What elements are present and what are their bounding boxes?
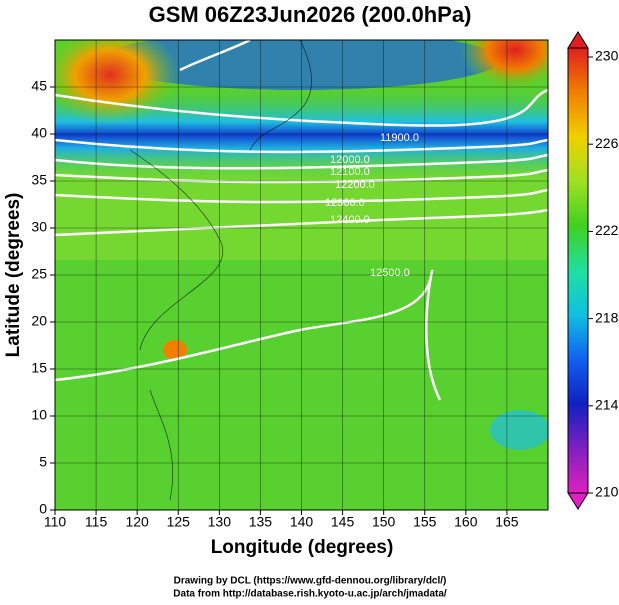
y-tick-label: 45: [31, 78, 47, 94]
contour-label: 12100.0: [330, 166, 370, 178]
contour-label: 12500.0: [370, 267, 410, 279]
x-axis-label: Longitude (degrees): [211, 537, 394, 558]
y-tick-label: 15: [31, 360, 47, 376]
credit: Data from http://database.rish.kyoto-u.a…: [173, 589, 447, 600]
y-tick-label: 10: [31, 407, 47, 423]
y-tick-label: 5: [39, 454, 47, 470]
x-tick-label: 115: [85, 514, 108, 530]
y-tick-label: 30: [31, 219, 47, 235]
colorbar-tick-label: 222: [595, 222, 619, 238]
colorbar-top: [567, 31, 589, 49]
y-tick-label: 25: [31, 266, 47, 282]
map-field: [55, 40, 548, 510]
x-tick-label: 155: [413, 514, 437, 530]
x-tick-label: 130: [208, 514, 232, 530]
contour-label: 12300.0: [325, 197, 365, 209]
colorbar: [567, 47, 589, 494]
contour-label: 12400.0: [330, 214, 370, 226]
x-tick-label: 140: [290, 514, 314, 530]
colorbar-bottom: [567, 492, 589, 510]
credit: Drawing by DCL (https://www.gfd-dennou.o…: [174, 576, 447, 587]
x-tick-label: 160: [454, 514, 478, 530]
title: GSM 06Z23Jun2026 (200.0hPa): [149, 2, 472, 27]
x-tick-label: 165: [495, 514, 519, 530]
contour-label: 12000.0: [330, 154, 370, 166]
y-tick-label: 20: [31, 313, 47, 329]
y-tick-label: 0: [39, 501, 47, 517]
x-tick-label: 150: [372, 514, 396, 530]
x-tick-label: 145: [331, 514, 355, 530]
colorbar-tick-label: 226: [595, 135, 619, 151]
y-tick-label: 40: [31, 125, 47, 141]
x-tick-label: 120: [125, 514, 149, 530]
x-tick-label: 135: [249, 514, 273, 530]
y-axis-label: Latitude (degrees): [3, 193, 24, 358]
colorbar-tick-label: 214: [595, 397, 619, 413]
colorbar-tick-label: 210: [595, 484, 619, 500]
contour-label: 11900.0: [380, 132, 419, 144]
x-tick-label: 110: [44, 514, 67, 530]
contour-label: 12200.0: [335, 179, 375, 191]
colorbar-tick-label: 218: [595, 309, 619, 325]
x-tick-label: 125: [167, 514, 191, 530]
y-tick-label: 35: [31, 172, 47, 188]
colorbar-tick-label: 230: [595, 48, 619, 64]
